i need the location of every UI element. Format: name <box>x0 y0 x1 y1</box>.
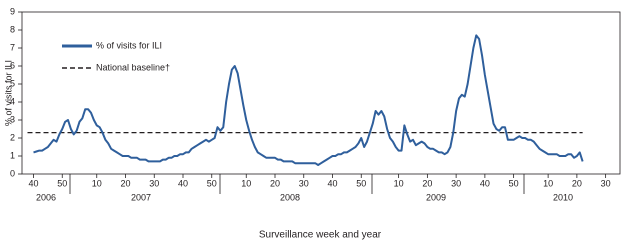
page: {"chart_data": { "type": "line", "y_labe… <box>3 6 621 241</box>
x-tick-label: 40 <box>480 178 490 188</box>
x-tick-label: 10 <box>394 178 404 188</box>
y-tick-label: 1 <box>10 150 15 160</box>
plot-frame <box>21 11 621 175</box>
x-tick-label: 20 <box>422 178 432 188</box>
chart: 2006 2007 2008 2009 2010 Surveillance we… <box>3 6 621 241</box>
legend-label: National baseline† <box>96 62 170 72</box>
y-tick-label: 7 <box>10 42 15 52</box>
y-tick-label: 6 <box>10 60 15 70</box>
x-tick-label: 30 <box>149 178 159 188</box>
x-tick-label: 50 <box>207 178 217 188</box>
x-axis-label: Surveillance week and year <box>259 230 382 241</box>
y-tick-label: 2 <box>10 132 15 142</box>
x-tick-label: 10 <box>543 178 553 188</box>
x-tick-label: 40 <box>327 178 337 188</box>
x-tick-label: 20 <box>572 178 582 188</box>
year-label: 2010 <box>553 192 573 202</box>
x-tick-label: 30 <box>601 178 611 188</box>
y-tick-label: 8 <box>10 24 15 34</box>
year-label: 2007 <box>131 192 151 202</box>
x-tick-label: 30 <box>299 178 309 188</box>
x-tick-label: 30 <box>451 178 461 188</box>
y-tick-label: 0 <box>10 168 15 178</box>
y-tick-label: 4 <box>10 96 15 106</box>
year-label: 2009 <box>426 192 446 202</box>
x-tick-label: 20 <box>270 178 280 188</box>
x-tick-label: 50 <box>356 178 366 188</box>
x-tick-label: 10 <box>92 178 102 188</box>
x-tick-label: 20 <box>120 178 130 188</box>
y-tick-label: 9 <box>10 6 15 16</box>
x-tick-label: 50 <box>57 178 67 188</box>
year-label: 2008 <box>280 192 300 202</box>
year-label: 2006 <box>36 192 56 202</box>
legend-label: % of visits for ILI <box>96 40 162 50</box>
y-axis-label: % of visits for ILI <box>3 60 13 126</box>
x-tick-label: 10 <box>241 178 251 188</box>
y-tick-label: 3 <box>10 114 15 124</box>
y-tick-label: 5 <box>10 78 15 88</box>
series-line <box>33 34 584 166</box>
x-tick-label: 50 <box>509 178 519 188</box>
x-tick-label: 40 <box>28 178 38 188</box>
x-tick-label: 40 <box>178 178 188 188</box>
